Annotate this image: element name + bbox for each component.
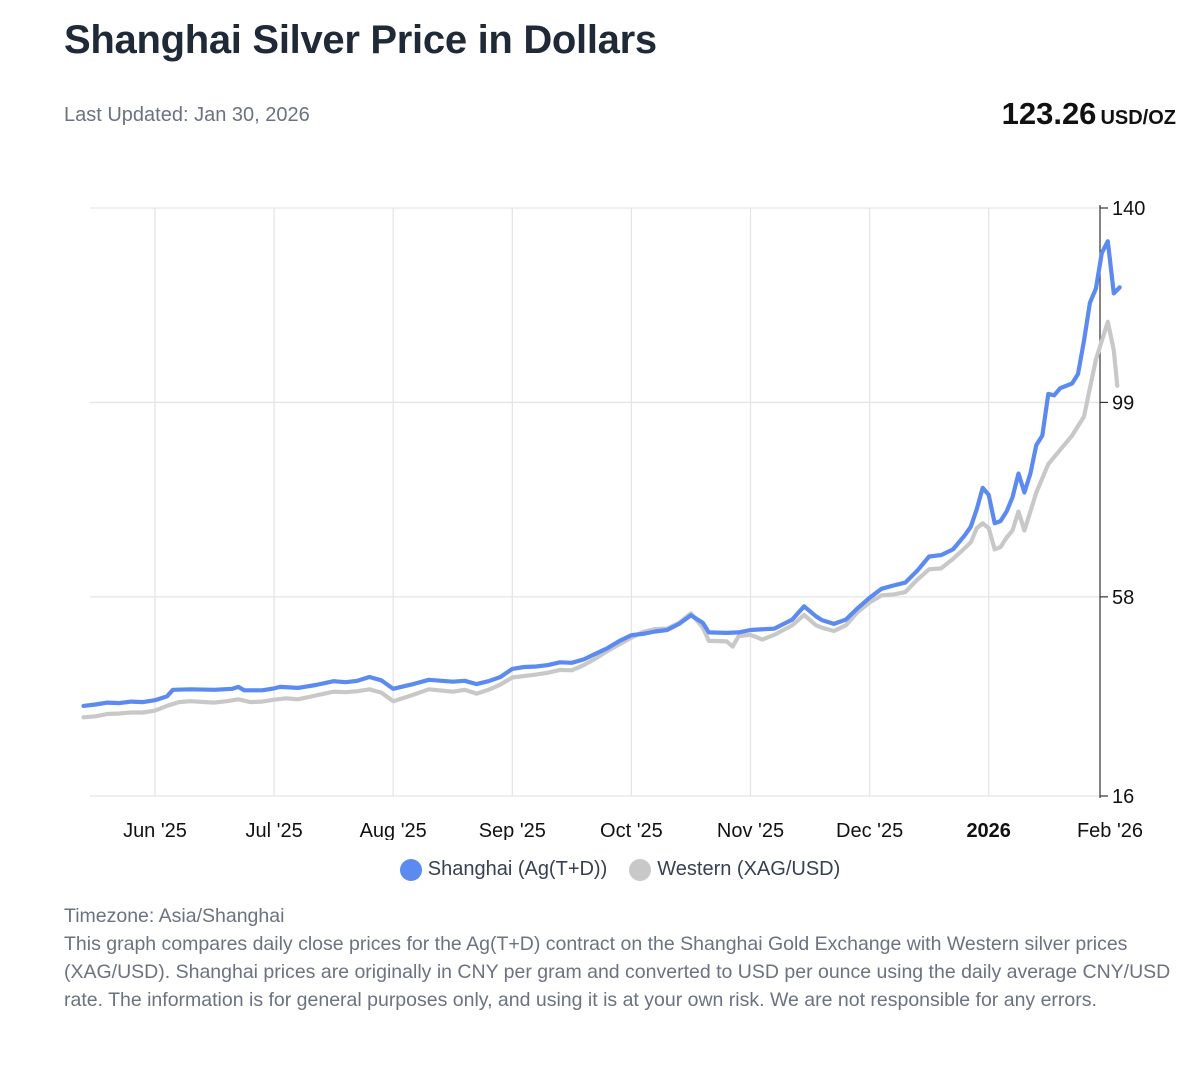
y-tick-label: 99 bbox=[1112, 392, 1134, 414]
western-legend-dot bbox=[629, 858, 652, 881]
x-tick-label: Aug '25 bbox=[360, 820, 427, 840]
x-tick-label: Jul '25 bbox=[246, 820, 303, 840]
chart-legend: Shanghai (Ag(T+D)) Western (XAG/USD) bbox=[0, 858, 1200, 881]
axis-ticks: 16 58 99 140 Jun '25 Jul '25 Aug '25 Sep '25 Oct… bbox=[123, 198, 1145, 840]
x-tick-label: Jun '25 bbox=[123, 820, 187, 840]
shanghai-series-line bbox=[81, 239, 1122, 708]
legend-label-shanghai: Shanghai (Ag(T+D)) bbox=[427, 858, 608, 880]
last-updated: Last Updated: Jan 30, 2026 bbox=[64, 104, 310, 126]
page-title: Shanghai Silver Price in Dollars bbox=[64, 18, 657, 62]
x-tick-label: 2026 bbox=[966, 820, 1011, 840]
x-tick-label: Oct '25 bbox=[600, 820, 663, 840]
grid-lines bbox=[90, 207, 1100, 797]
legend-item-shanghai[interactable]: Shanghai (Ag(T+D)) bbox=[399, 858, 608, 881]
y-tick-label: 58 bbox=[1112, 587, 1134, 609]
legend-label-western: Western (XAG/USD) bbox=[657, 858, 841, 880]
current-price-value: 123.26 bbox=[1001, 96, 1097, 131]
x-tick-label: Dec '25 bbox=[836, 820, 903, 840]
y-tick-label: 140 bbox=[1112, 198, 1145, 220]
series-lines bbox=[81, 239, 1122, 720]
x-tick-label: Feb '26 bbox=[1077, 820, 1143, 840]
timezone-note: Timezone: Asia/Shanghai bbox=[64, 905, 285, 927]
price-chart: 16 58 99 140 Jun '25 Jul '25 Aug '25 Sep '25 Oct… bbox=[81, 198, 1145, 840]
shanghai-legend-dot bbox=[399, 858, 422, 881]
description-note: This graph compares daily close prices f… bbox=[64, 933, 1171, 1011]
x-tick-label: Nov '25 bbox=[717, 820, 784, 840]
western-series-line bbox=[81, 319, 1120, 720]
current-price-display: 123.26 USD/OZ bbox=[1002, 96, 1176, 132]
y-tick-label: 16 bbox=[1112, 786, 1134, 808]
legend-item-western[interactable]: Western (XAG/USD) bbox=[629, 858, 840, 881]
x-tick-label: Sep '25 bbox=[479, 820, 546, 840]
current-price-unit: USD/OZ bbox=[1100, 107, 1176, 129]
chart-footnote: Timezone: Asia/Shanghai This graph compa… bbox=[64, 902, 1174, 1014]
